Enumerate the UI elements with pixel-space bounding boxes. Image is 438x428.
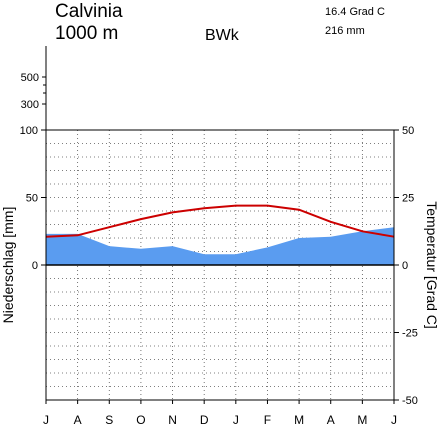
annual-precipitation: 216 mm (325, 25, 365, 37)
precip-tick-label: 50 (26, 193, 38, 205)
month-label: J (233, 413, 239, 427)
month-label: O (136, 413, 145, 427)
month-label: M (357, 413, 367, 427)
right-axis-label: Temperatur [Grad C] (424, 201, 438, 329)
grid (46, 130, 394, 400)
tick-labels: 100 50 0 50 25 0 -25 -50 J A S O N D J F M A M J (20, 125, 418, 427)
precipitation-area (46, 227, 394, 265)
compressed-tick-label: 500 (21, 72, 39, 84)
precip-tick-label: 0 (32, 260, 38, 272)
mean-temperature: 16.4 Grad C (325, 6, 385, 18)
temp-tick-label: 50 (402, 125, 414, 137)
month-label: J (391, 413, 397, 427)
month-label: D (200, 413, 209, 427)
temp-tick-label: 0 (402, 260, 408, 272)
precip-tick-label: 100 (20, 125, 38, 137)
station-elevation: 1000 m (55, 23, 118, 44)
month-label: A (74, 413, 82, 427)
axes (45, 129, 395, 401)
month-label: J (43, 413, 49, 427)
temp-tick-label: -25 (402, 328, 418, 340)
month-label: S (105, 413, 113, 427)
left-axis-label: Niederschlag [mm] (0, 207, 16, 324)
temperature-line (45, 204, 395, 238)
temp-tick-label: -50 (402, 395, 418, 407)
temp-tick-label: 25 (402, 193, 414, 205)
compressed-tick-label: 300 (21, 99, 39, 111)
month-label: A (327, 413, 335, 427)
station-name: Calvinia (55, 1, 123, 22)
month-label: N (168, 413, 177, 427)
series-layer (45, 204, 395, 265)
header: Calvinia 1000 m BWk 16.4 Grad C 216 mm (55, 1, 385, 44)
climate-class: BWk (205, 27, 240, 44)
compressed-precip-scale: 300 500 (21, 46, 47, 130)
month-label: M (294, 413, 304, 427)
month-label: F (264, 413, 271, 427)
